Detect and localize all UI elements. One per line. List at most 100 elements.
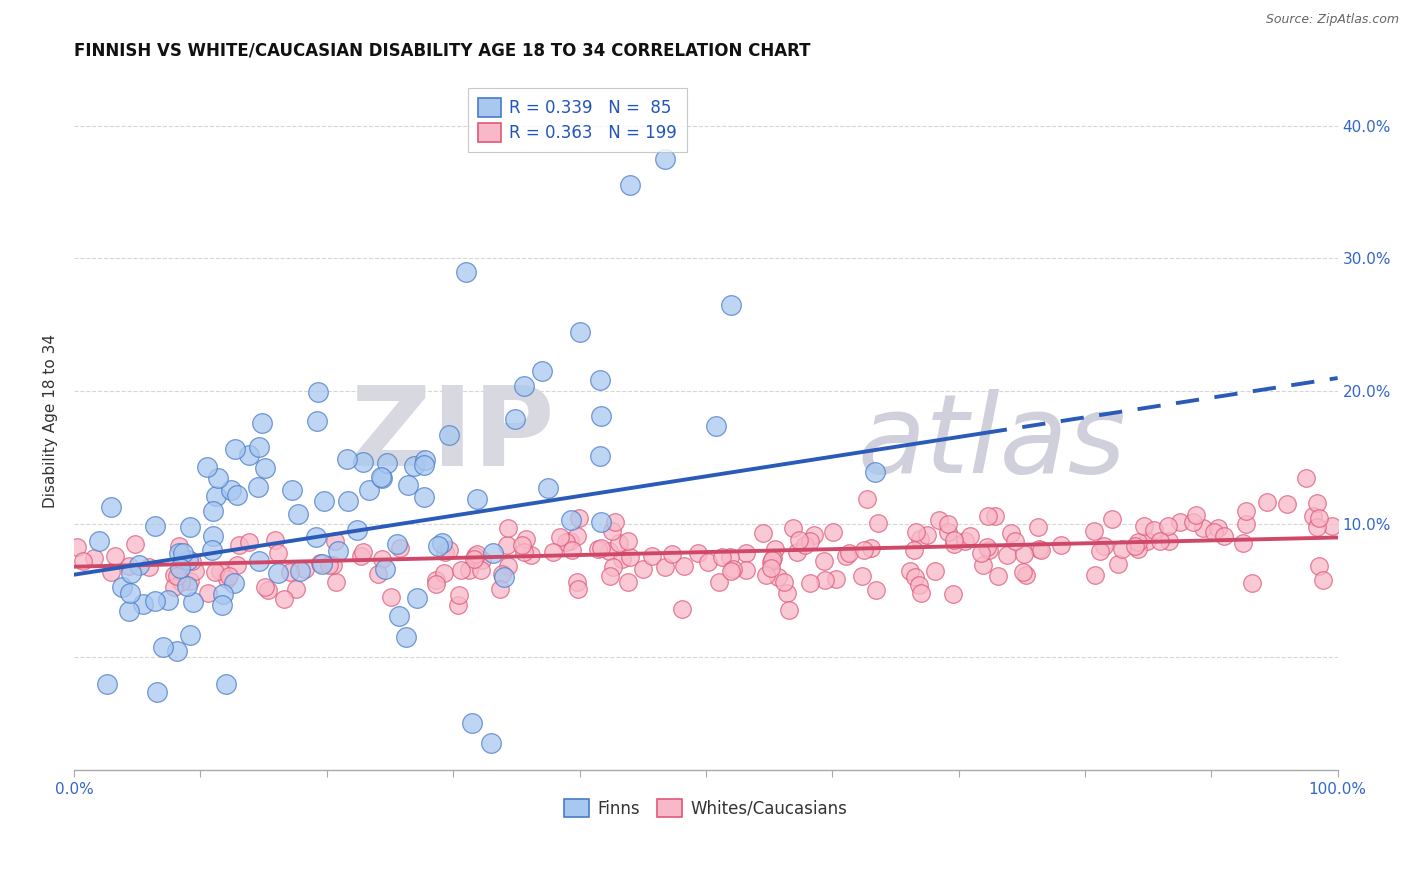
Point <box>865 465 887 479</box>
Point <box>496 521 519 535</box>
Point <box>510 538 533 552</box>
Point <box>586 542 609 557</box>
Point <box>607 535 630 549</box>
Point <box>591 409 613 423</box>
Point <box>1128 542 1150 557</box>
Point <box>465 491 488 506</box>
Point <box>589 373 612 387</box>
Point <box>763 541 786 556</box>
Point <box>163 580 186 594</box>
Point <box>907 578 929 592</box>
Point <box>558 533 581 548</box>
Point <box>654 152 676 166</box>
Point <box>865 583 887 598</box>
Point <box>247 440 270 454</box>
Point <box>938 524 960 539</box>
Point <box>197 586 219 600</box>
Point <box>449 588 471 602</box>
Point <box>866 516 889 531</box>
Point <box>910 586 932 600</box>
Point <box>936 517 959 532</box>
Point <box>124 536 146 550</box>
Point <box>759 555 782 569</box>
Point <box>288 564 311 578</box>
Point <box>1212 529 1234 543</box>
Point <box>619 550 641 565</box>
Point <box>537 481 560 495</box>
Point <box>305 530 328 544</box>
Point <box>568 325 591 339</box>
Point <box>111 580 134 594</box>
Point <box>181 554 204 568</box>
Point <box>152 640 174 655</box>
Point <box>1157 519 1180 533</box>
Point <box>825 572 848 586</box>
Point <box>352 455 374 469</box>
Point <box>513 379 536 393</box>
Point <box>987 569 1010 583</box>
Point <box>394 630 416 644</box>
Point <box>87 533 110 548</box>
Point <box>195 460 218 475</box>
Point <box>284 582 307 596</box>
Point <box>388 609 411 624</box>
Point <box>100 566 122 580</box>
Point <box>1306 520 1329 534</box>
Point <box>496 558 519 573</box>
Point <box>181 594 204 608</box>
Point <box>314 493 336 508</box>
Point <box>1107 558 1129 572</box>
Point <box>924 564 946 578</box>
Point <box>1234 517 1257 532</box>
Point <box>211 599 233 613</box>
Point <box>1004 534 1026 549</box>
Point <box>554 535 576 549</box>
Point <box>252 417 274 431</box>
Point <box>762 550 785 565</box>
Point <box>1185 508 1208 523</box>
Point <box>209 564 232 578</box>
Legend: Finns, Whites/Caucasians: Finns, Whites/Caucasians <box>558 792 853 824</box>
Point <box>450 563 472 577</box>
Point <box>215 677 238 691</box>
Point <box>1256 495 1278 509</box>
Point <box>1308 510 1330 524</box>
Point <box>720 564 742 578</box>
Point <box>1320 519 1343 533</box>
Point <box>837 546 859 560</box>
Point <box>482 546 505 560</box>
Point <box>204 565 226 579</box>
Point <box>734 546 756 560</box>
Point <box>184 564 207 578</box>
Point <box>120 586 142 600</box>
Point <box>686 546 709 560</box>
Point <box>1088 543 1111 558</box>
Point <box>942 587 965 601</box>
Point <box>1012 547 1035 561</box>
Point <box>350 549 373 563</box>
Point <box>979 543 1001 558</box>
Point <box>430 536 453 550</box>
Text: atlas: atlas <box>858 389 1126 496</box>
Point <box>776 586 799 600</box>
Point <box>711 550 734 565</box>
Y-axis label: Disability Age 18 to 34: Disability Age 18 to 34 <box>44 334 58 508</box>
Point <box>661 547 683 561</box>
Point <box>215 572 238 586</box>
Point <box>1312 573 1334 587</box>
Point <box>589 541 612 555</box>
Point <box>617 534 640 549</box>
Point <box>254 461 277 475</box>
Point <box>204 489 226 503</box>
Point <box>66 540 89 554</box>
Point <box>1084 568 1107 582</box>
Point <box>375 456 398 470</box>
Point <box>697 555 720 569</box>
Point <box>120 566 142 580</box>
Text: FINNISH VS WHITE/CAUCASIAN DISABILITY AGE 18 TO 34 CORRELATION CHART: FINNISH VS WHITE/CAUCASIAN DISABILITY AG… <box>75 42 811 60</box>
Point <box>1050 538 1073 552</box>
Point <box>671 602 693 616</box>
Point <box>943 537 966 551</box>
Point <box>496 538 519 552</box>
Point <box>761 553 783 567</box>
